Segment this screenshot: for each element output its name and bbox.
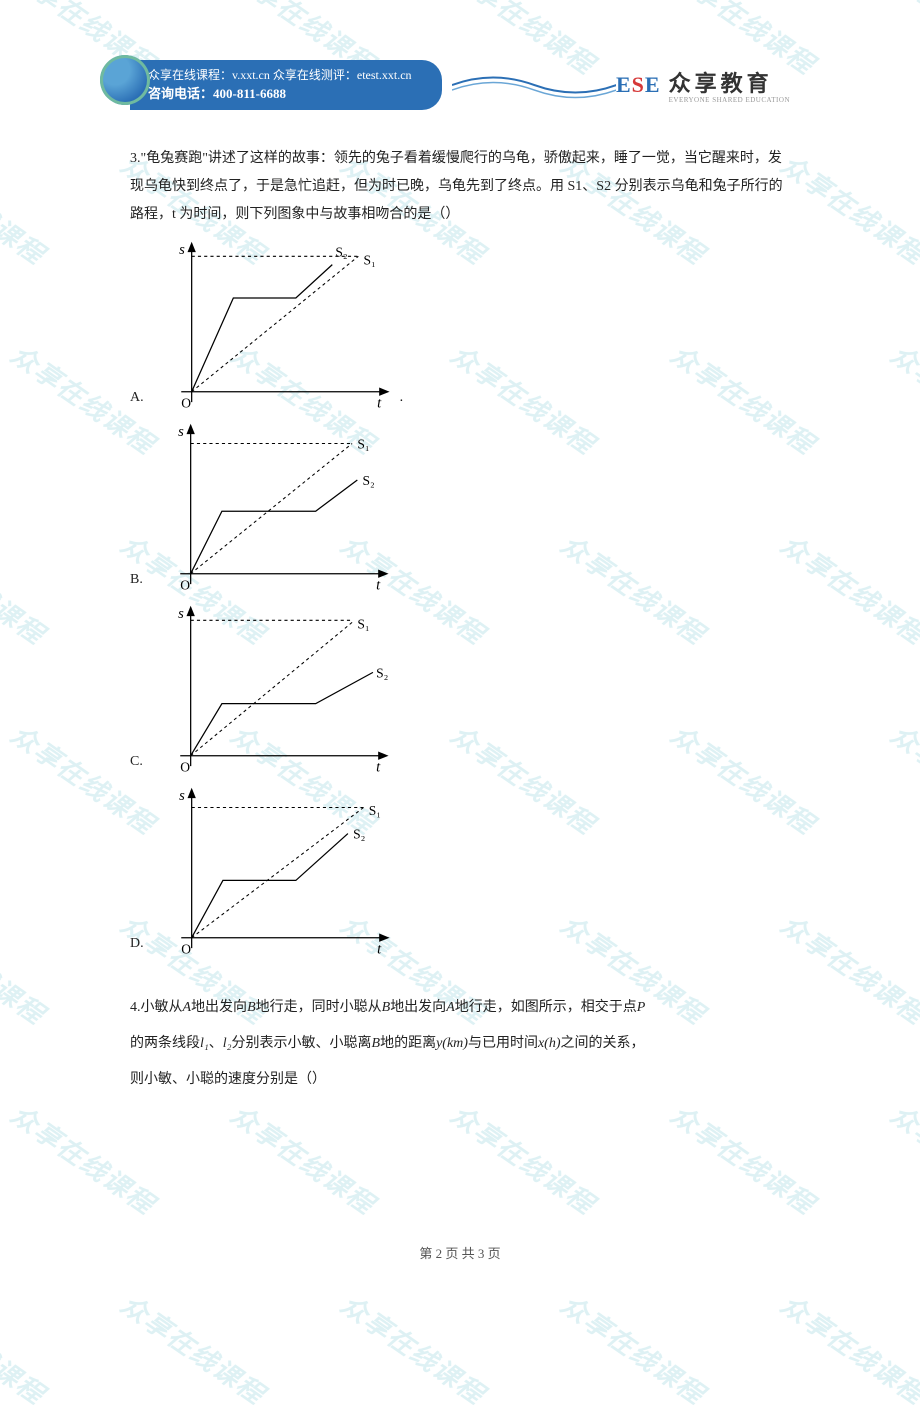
logo-e1: E (616, 72, 632, 97)
option-row-A: A. s Ot S₁ S₂. (130, 234, 790, 414)
q4-A2: A (446, 1000, 455, 1015)
svg-text:S₁: S₁ (368, 802, 380, 817)
q4-sep: 、 (209, 1036, 223, 1051)
logo-cn: 众享教育 (669, 71, 773, 96)
option-label-A: A. (130, 390, 144, 414)
svg-text:s: s (178, 424, 184, 440)
svg-text:S₂: S₂ (353, 826, 365, 841)
svg-text:t: t (376, 577, 381, 593)
svg-text:S₁: S₁ (357, 616, 369, 631)
option-A-trailing-dot: . (400, 390, 404, 414)
q4-l3: 则小敏、小聪的速度分别是（） (130, 1072, 326, 1087)
svg-text:S₁: S₁ (357, 436, 369, 451)
banner-left-block: 众享在线课程：v.xxt.cn 众享在线测评：etest.xxt.cn 咨询电话… (130, 60, 442, 110)
q4-l2b: 分别表示小敏、小聪离 (232, 1036, 372, 1051)
svg-text:O: O (181, 941, 191, 956)
svg-text:t: t (376, 759, 381, 775)
svg-text:S₁: S₁ (363, 252, 375, 267)
q4-l1: l₁ (200, 1036, 209, 1051)
option-label-D: D. (130, 936, 144, 960)
graph-B: s Ot S₁ S₂ (149, 416, 399, 596)
page-content: 众享在线课程：v.xxt.cn 众享在线测评：etest.xxt.cn 咨询电话… (0, 0, 920, 1139)
logo-block: ESE 众享教育 EVERYONE SHARED EDUCATION (616, 66, 790, 104)
svg-text:O: O (180, 759, 190, 774)
graph-C: s Ot S₁ S₂ (149, 598, 399, 778)
graph-D: s Ot S₁S₂ (150, 780, 400, 960)
svg-text:O: O (181, 395, 191, 410)
q4-A1: A (183, 1000, 192, 1015)
svg-text:O: O (180, 577, 190, 592)
q3-options: A.sOtS₁S₂.B.sOtS₁S₂C.sOtS₁S₂D.sOtS₁S₂ (130, 234, 790, 960)
q4-p3: 地行走，同时小聪从 (256, 1000, 382, 1015)
logo-s: S (632, 72, 645, 97)
page-footer: 第 2 页 共 3 页 (0, 1243, 920, 1262)
banner-line1: 众享在线课程：v.xxt.cn 众享在线测评：etest.xxt.cn (148, 66, 412, 84)
q4-p2: 地出发向 (191, 1000, 247, 1015)
logo-cn-wrap: 众享教育 EVERYONE SHARED EDUCATION (669, 66, 790, 104)
q4-l2a: 的两条线段 (130, 1036, 200, 1051)
q4-l2c: 地的距离 (380, 1036, 436, 1051)
banner-curve (452, 65, 616, 105)
q4-P: P (637, 1000, 646, 1015)
svg-text:S₂: S₂ (376, 665, 388, 680)
header-banner: 众享在线课程：v.xxt.cn 众享在线测评：etest.xxt.cn 咨询电话… (130, 60, 790, 110)
graph-A: s Ot S₁ S₂ (150, 234, 400, 414)
q4-ykm: y(km) (436, 1036, 468, 1051)
q4-p5: 地行走，如图所示，相交于点 (455, 1000, 637, 1015)
q4-l2e: 之间的关系， (561, 1036, 645, 1051)
q4-p4: 地出发向 (390, 1000, 446, 1015)
svg-text:t: t (377, 941, 382, 957)
logo-ese: ESE (616, 72, 661, 98)
q4-B2: B (382, 1000, 391, 1015)
q4-text: 4.小敏从A地出发向B地行走，同时小聪从B地出发向A地行走，如图所示，相交于点P… (130, 990, 790, 1099)
logo-e2: E (645, 72, 661, 97)
svg-text:s: s (179, 788, 185, 804)
svg-text:S₂: S₂ (335, 244, 347, 259)
q4-l2d: 与已用时间 (468, 1036, 538, 1051)
q4-B1: B (247, 1000, 256, 1015)
banner-line2: 咨询电话：400-811-6688 (148, 84, 412, 104)
option-row-D: D. s Ot S₁S₂ (130, 780, 790, 960)
option-row-B: B. s Ot S₁ S₂ (130, 416, 790, 596)
q4-p1: 4.小敏从 (130, 1000, 183, 1015)
option-label-C: C. (130, 754, 143, 778)
q4-xh: x(h) (538, 1036, 561, 1051)
svg-text:s: s (179, 242, 185, 258)
q4-B3: B (372, 1036, 381, 1051)
q4-l2: l₂ (223, 1036, 232, 1051)
svg-text:s: s (178, 606, 184, 622)
q3-text: 3."龟兔赛跑"讲述了这样的故事：领先的兔子看着缓慢爬行的乌龟，骄傲起来，睡了一… (130, 145, 790, 229)
option-label-B: B. (130, 572, 143, 596)
logo-sub: EVERYONE SHARED EDUCATION (669, 96, 790, 104)
svg-text:t: t (377, 395, 382, 411)
option-row-C: C. s Ot S₁ S₂ (130, 598, 790, 778)
svg-text:S₂: S₂ (362, 473, 374, 488)
